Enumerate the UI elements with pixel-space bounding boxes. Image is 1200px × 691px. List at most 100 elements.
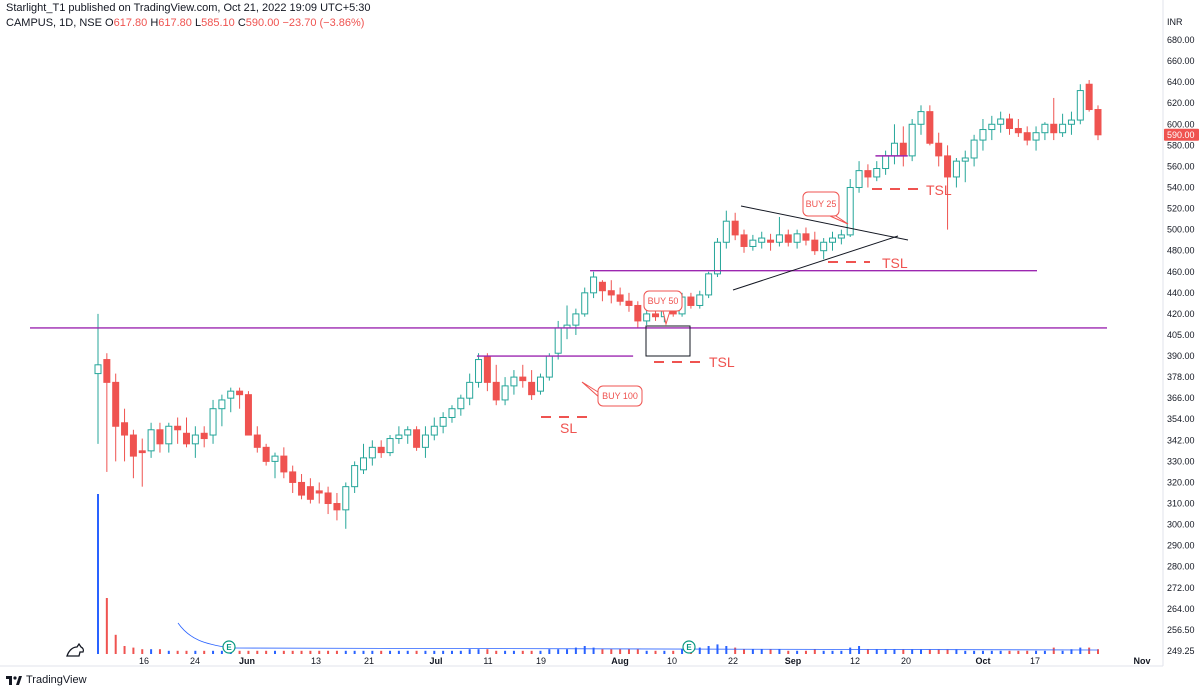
tradingview-brand[interactable]: TradingView — [6, 674, 87, 686]
candle-body — [528, 381, 536, 396]
date-tick-label: 17 — [1030, 656, 1040, 666]
ohlc-change: −23.70 (−3.86%) — [282, 17, 365, 29]
symbol-name: CAMPUS, 1D, NSE — [6, 17, 102, 29]
price-tick-label: 500.00 — [1167, 225, 1195, 235]
candle-body — [1094, 109, 1102, 136]
date-tick-label: 13 — [311, 656, 321, 666]
volume-bar — [822, 650, 825, 654]
earnings-icon[interactable]: E — [222, 640, 236, 654]
candle-body — [855, 170, 863, 188]
volume-bars — [97, 494, 1099, 654]
buy-callout-text: BUY 50 — [648, 296, 679, 306]
candle-body — [899, 142, 907, 157]
volume-bar — [459, 650, 462, 654]
price-axis[interactable]: INR680.00660.00640.00620.00600.00580.005… — [1164, 17, 1199, 656]
date-tick-label: 22 — [728, 656, 738, 666]
volume-bar — [1061, 650, 1064, 654]
earnings-icon[interactable]: E — [682, 640, 696, 654]
buy-callout[interactable]: BUY 100 — [581, 381, 643, 407]
candle-body — [1050, 123, 1058, 134]
volume-bar — [194, 650, 197, 654]
volume-bar — [212, 650, 215, 654]
price-tick-label: 300.00 — [1167, 520, 1195, 530]
price-tick-label: 272.00 — [1167, 583, 1195, 593]
volume-bar — [849, 647, 852, 654]
ohlc-open: 617.80 — [113, 17, 148, 29]
volume-bar — [512, 650, 515, 654]
candle-body — [404, 429, 412, 436]
volume-bar — [698, 647, 701, 654]
volume-bar — [521, 650, 524, 654]
ohlc-close: 590.00 — [245, 17, 280, 29]
candle-body — [138, 450, 146, 454]
volume-bar — [238, 650, 241, 654]
price-tick-label: 320.00 — [1167, 477, 1195, 487]
volume-bar — [920, 649, 923, 654]
price-tick-label: 680.00 — [1167, 35, 1195, 45]
volume-bar — [468, 649, 471, 654]
volume-bar — [574, 647, 577, 654]
time-axis[interactable]: 16 24 Jun 13 21 Jul 11 19 Aug 10 22 Sep 12 20 Oct 17 Nov — [139, 656, 1151, 666]
volume-bar — [964, 650, 967, 654]
candle-body — [324, 492, 332, 505]
candle-body — [112, 381, 120, 427]
candle-body — [1076, 90, 1084, 121]
ohlc-high: 617.80 — [158, 17, 192, 29]
candle-body — [121, 422, 129, 436]
price-tick-label: 249.25 — [1167, 646, 1195, 656]
candle-body — [1067, 119, 1075, 125]
volume-bar — [840, 650, 843, 654]
volume-bar — [804, 650, 807, 654]
volume-bar — [291, 650, 294, 654]
volume-bar — [1088, 647, 1091, 654]
price-tick-label: 366.00 — [1167, 393, 1195, 403]
volume-bar — [424, 650, 427, 654]
volume-bar — [300, 650, 303, 654]
candle-body — [634, 304, 642, 322]
svg-text:E: E — [686, 643, 692, 652]
buy-callout[interactable]: BUY 25 — [802, 191, 849, 225]
volume-bar — [601, 649, 604, 654]
candle-body — [368, 446, 376, 459]
volume-bar — [530, 650, 533, 654]
volume-bar — [769, 649, 772, 654]
volume-bar — [813, 649, 816, 654]
price-tick-label: 540.00 — [1167, 182, 1195, 192]
volume-bar — [1026, 650, 1029, 654]
volume-bar — [158, 649, 161, 654]
volume-bar — [132, 647, 135, 654]
candle-body — [1041, 123, 1049, 134]
candle-body — [820, 241, 828, 252]
candle-body — [262, 446, 270, 462]
volume-bar — [831, 650, 834, 654]
ohlc-high-label: H — [150, 17, 159, 29]
candle-body — [811, 239, 819, 252]
volume-bar — [335, 650, 338, 654]
price-tick-label: 310.00 — [1167, 499, 1195, 509]
volume-bar — [176, 650, 179, 654]
candle-body — [466, 381, 474, 399]
candle-body — [775, 234, 783, 243]
price-tick-label: 480.00 — [1167, 246, 1195, 256]
price-tick-label: 440.00 — [1167, 288, 1195, 298]
volume-bar — [875, 649, 878, 654]
volume-bar — [566, 649, 569, 654]
candle-body — [191, 434, 199, 445]
volume-bar — [389, 650, 392, 654]
date-tick-label: 20 — [901, 656, 911, 666]
symbol-legend: CAMPUS, 1D, NSE O617.80 H617.80 L585.10 … — [6, 17, 364, 29]
volume-bar — [636, 649, 639, 654]
volume-bar — [548, 649, 551, 654]
volume-bar — [902, 649, 905, 654]
buy-callout[interactable]: BUY 50 — [643, 290, 683, 326]
price-tick-label: 520.00 — [1167, 204, 1195, 214]
candle-body — [483, 355, 491, 383]
candle-body — [174, 425, 182, 431]
volume-bar — [362, 650, 365, 654]
candle-body — [218, 399, 226, 410]
volume-bar — [760, 649, 763, 654]
candle-body — [740, 234, 748, 247]
price-tick-label: 560.00 — [1167, 161, 1195, 171]
candle-body — [882, 155, 890, 170]
